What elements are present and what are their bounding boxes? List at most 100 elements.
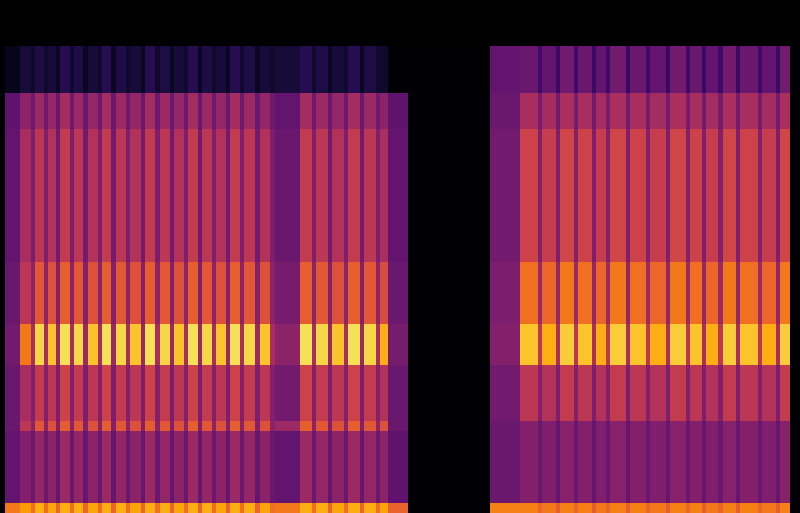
- cell: [212, 421, 217, 432]
- cell: [126, 92, 131, 128]
- cell: [388, 92, 409, 128]
- cell: [275, 431, 301, 503]
- cell: [48, 262, 57, 324]
- cell: [275, 323, 301, 365]
- cell: [736, 46, 741, 93]
- cell: [184, 421, 189, 432]
- cell: [255, 503, 261, 513]
- cell: [758, 364, 763, 421]
- cell: [646, 262, 651, 324]
- cell: [230, 364, 241, 421]
- cell: [706, 92, 719, 128]
- cell: [776, 323, 781, 365]
- cell: [44, 421, 49, 432]
- cell: [380, 431, 389, 503]
- cell: [98, 92, 103, 128]
- cell: [740, 262, 759, 324]
- cell: [184, 364, 189, 421]
- cell: [31, 431, 36, 503]
- cell: [542, 92, 557, 128]
- cell: [718, 92, 724, 128]
- cell: [762, 431, 777, 503]
- cell: [60, 503, 71, 513]
- cell: [596, 92, 607, 128]
- cell: [596, 431, 607, 503]
- cell: [790, 503, 800, 513]
- cell: [790, 46, 800, 93]
- cell: [344, 503, 349, 513]
- cell: [316, 421, 329, 432]
- cell: [0, 431, 6, 503]
- cell: [736, 503, 741, 513]
- cell: [538, 128, 543, 262]
- cell: [70, 128, 75, 262]
- cell: [686, 323, 691, 365]
- cell: [48, 323, 57, 365]
- cell: [332, 262, 345, 324]
- cell: [141, 503, 146, 513]
- cell: [646, 323, 651, 365]
- cell: [376, 128, 381, 262]
- cell: [216, 431, 227, 503]
- cell: [126, 503, 131, 513]
- cell: [776, 431, 781, 503]
- cell: [275, 262, 301, 324]
- cell: [300, 503, 313, 513]
- cell: [130, 503, 142, 513]
- cell: [174, 421, 185, 432]
- cell: [145, 431, 156, 503]
- cell: [5, 364, 21, 421]
- cell: [240, 262, 245, 324]
- cell: [56, 431, 61, 503]
- cell: [666, 92, 671, 128]
- cell: [35, 323, 45, 365]
- cell: [578, 92, 593, 128]
- cell: [174, 128, 185, 262]
- cell: [83, 262, 89, 324]
- cell: [83, 503, 89, 513]
- cell: [740, 92, 759, 128]
- cell: [216, 323, 227, 365]
- cell: [5, 431, 21, 503]
- cell: [31, 364, 36, 421]
- cell: [216, 46, 227, 93]
- cell: [328, 128, 333, 262]
- cell: [216, 128, 227, 262]
- cell: [130, 92, 142, 128]
- cell: [60, 364, 71, 421]
- cell: [686, 262, 691, 324]
- cell: [670, 364, 687, 421]
- cell: [212, 323, 217, 365]
- cell: [230, 323, 241, 365]
- cell: [226, 92, 231, 128]
- cell: [56, 46, 61, 93]
- cell: [244, 262, 256, 324]
- cell: [626, 262, 631, 324]
- cell: [344, 128, 349, 262]
- cell: [141, 46, 146, 93]
- cell: [560, 364, 575, 421]
- cell: [300, 262, 313, 324]
- cell: [556, 323, 561, 365]
- cell: [380, 323, 389, 365]
- cell: [160, 323, 171, 365]
- cell: [316, 128, 329, 262]
- cell: [270, 431, 276, 503]
- cell: [155, 421, 161, 432]
- cell: [188, 421, 199, 432]
- cell: [184, 128, 189, 262]
- cell: [20, 364, 32, 421]
- cell: [702, 431, 707, 503]
- cell: [736, 128, 741, 262]
- cell: [606, 92, 611, 128]
- cell: [74, 92, 84, 128]
- cell: [328, 364, 333, 421]
- background: [0, 0, 800, 513]
- cell: [520, 128, 539, 262]
- cell: [670, 46, 687, 93]
- cell: [650, 431, 667, 503]
- cell: [790, 128, 800, 262]
- cell: [596, 421, 607, 432]
- cell: [574, 431, 579, 503]
- cell: [74, 128, 84, 262]
